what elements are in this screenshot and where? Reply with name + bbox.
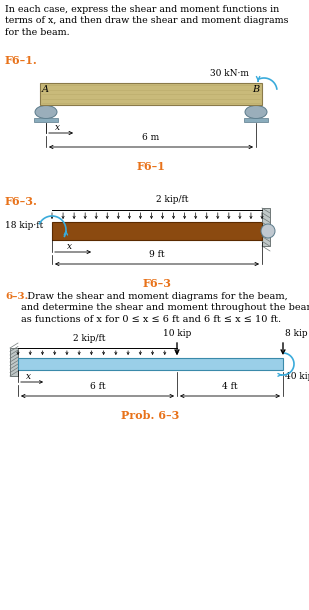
- Text: x: x: [67, 242, 73, 251]
- Bar: [52, 222, 262, 240]
- Text: 4 ft: 4 ft: [222, 382, 238, 391]
- Text: B: B: [252, 85, 259, 94]
- Ellipse shape: [245, 106, 267, 118]
- Text: x: x: [55, 123, 61, 132]
- Bar: [18, 358, 283, 370]
- Text: Prob. 6–3: Prob. 6–3: [121, 410, 180, 421]
- Text: In each case, express the shear and moment functions in
terms of x, and then dra: In each case, express the shear and mome…: [5, 5, 289, 37]
- Text: 6 ft: 6 ft: [90, 382, 105, 391]
- Text: 9 ft: 9 ft: [149, 250, 165, 259]
- Text: 6 m: 6 m: [142, 133, 160, 142]
- Text: 30 kN·m: 30 kN·m: [210, 69, 249, 78]
- Text: F6–3.: F6–3.: [5, 196, 38, 207]
- Text: F6–1.: F6–1.: [5, 55, 38, 66]
- Text: Draw the shear and moment diagrams for the beam,
and determine the shear and mom: Draw the shear and moment diagrams for t…: [21, 292, 309, 324]
- Text: 10 kip: 10 kip: [163, 329, 191, 338]
- Bar: [244, 118, 268, 122]
- Text: 2 kip/ft: 2 kip/ft: [73, 334, 106, 343]
- Text: F6–3: F6–3: [142, 278, 171, 289]
- Text: 6–3.: 6–3.: [5, 292, 28, 301]
- Text: x: x: [27, 372, 32, 381]
- Bar: [34, 118, 58, 122]
- Text: A: A: [42, 85, 49, 94]
- Bar: [262, 208, 270, 246]
- Text: 8 kip: 8 kip: [285, 329, 308, 338]
- Bar: [10, 348, 18, 376]
- Circle shape: [261, 224, 275, 238]
- Text: 18 kip·ft: 18 kip·ft: [5, 221, 43, 231]
- Text: 2 kip/ft: 2 kip/ft: [156, 195, 188, 204]
- Bar: [40, 83, 262, 105]
- Ellipse shape: [35, 106, 57, 118]
- Text: F6–1: F6–1: [137, 161, 165, 172]
- Text: 40 kip·ft: 40 kip·ft: [285, 372, 309, 381]
